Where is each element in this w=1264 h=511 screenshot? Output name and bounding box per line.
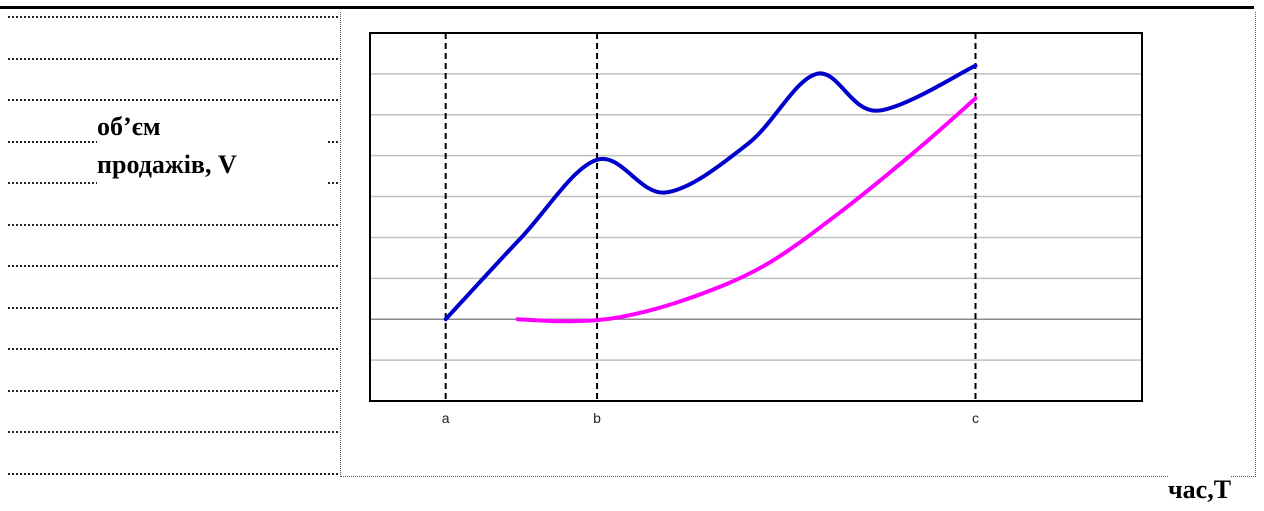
series-line-1 — [443, 63, 978, 322]
y-axis-label: об’єм продажів, V — [97, 108, 327, 184]
ruling-line — [8, 389, 338, 392]
ruling-line — [8, 472, 338, 475]
x-tick-label-b: b — [593, 410, 601, 426]
ruling-line — [8, 265, 338, 267]
ruling-line — [8, 223, 338, 226]
x-tick-label-c: c — [972, 410, 979, 426]
chart-reference-lines — [444, 33, 977, 401]
chart-grid — [370, 73, 1142, 361]
top-rule — [0, 6, 1254, 9]
plot-area-border — [369, 32, 1143, 402]
series-line-2 — [515, 96, 978, 324]
x-tick-labels: a b c — [442, 410, 979, 426]
chart-series — [443, 63, 978, 324]
chart-frame — [340, 12, 1256, 477]
ruling-line — [8, 57, 338, 60]
ruling-line — [8, 16, 338, 18]
ruling-line — [8, 306, 338, 309]
x-axis-label: час,Т — [1168, 475, 1232, 505]
y-axis-label-line-2: продажів, V — [97, 146, 243, 184]
ruling-line — [8, 348, 338, 350]
y-axis-label-line-1: об’єм — [97, 108, 167, 146]
ruling-line — [8, 99, 338, 101]
ruling-line — [8, 431, 338, 433]
x-tick-label-a: a — [442, 410, 450, 426]
